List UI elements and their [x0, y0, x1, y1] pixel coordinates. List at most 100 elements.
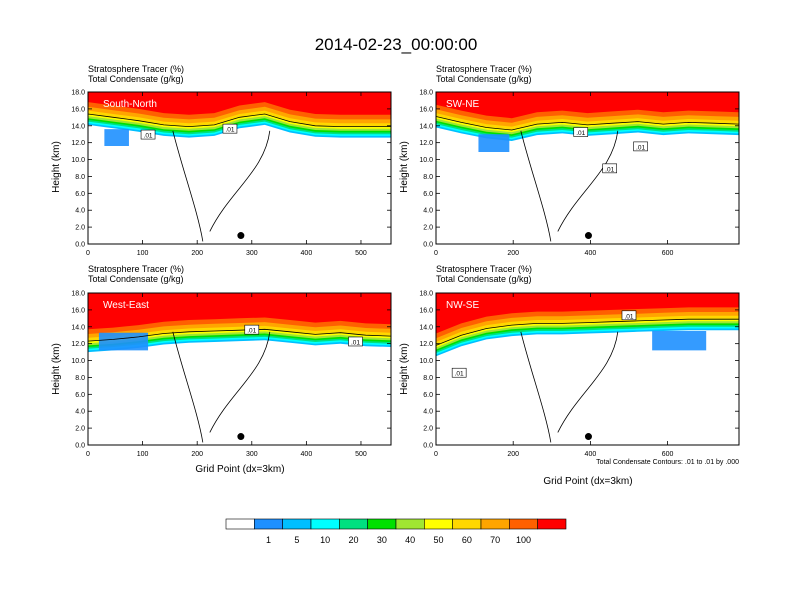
x-tick-label: 600 [662, 250, 674, 257]
x-tick-label: 100 [137, 451, 149, 458]
panel-sw-ne: Stratosphere Tracer (%) Total Condensate… [399, 64, 740, 257]
y-tick-label: 18.0 [419, 90, 433, 97]
contour-label-box [602, 163, 617, 174]
y-tick-label: 2.0 [423, 225, 433, 232]
contour-label: .01 [576, 130, 585, 137]
colorbar-label: 40 [405, 535, 415, 545]
x-tick-label: 600 [662, 451, 674, 458]
x-tick-label: 100 [137, 250, 149, 257]
colorbar-swatch [537, 518, 567, 530]
axes-frame [87, 91, 392, 245]
contour-label: .01 [225, 127, 234, 134]
y-tick-label: 6.0 [75, 392, 85, 399]
colorbar-label: 1 [266, 535, 271, 545]
contour-label-box [222, 123, 238, 134]
y-tick-label: 0.0 [423, 242, 433, 249]
y-tick-label: 0.0 [75, 242, 85, 249]
contour-label-box [348, 336, 363, 347]
colorbar-swatch [367, 518, 397, 530]
panel-west-east: Stratosphere Tracer (%) Total Condensate… [51, 264, 392, 475]
contour-label: .01 [624, 313, 633, 320]
x-tick-label: 0 [434, 451, 438, 458]
colorbar-swatch [395, 518, 425, 530]
panel-heading-tracer: Stratosphere Tracer (%) [436, 264, 532, 274]
colorbar-swatch [480, 518, 510, 530]
x-tick-label: 0 [86, 451, 90, 458]
y-tick-label: 8.0 [75, 375, 85, 382]
contour-label: .01 [605, 166, 614, 173]
y-tick-label: 6.0 [75, 191, 85, 198]
panel-south-north: Stratosphere Tracer (%) Total Condensate… [51, 64, 392, 257]
contour-label-box [244, 324, 260, 335]
location-marker [584, 232, 592, 240]
panel-heading-condensate: Total Condensate (g/kg) [88, 274, 184, 284]
x-axis-label: Grid Point (dx=3km) [543, 476, 632, 487]
colorbar-label: 60 [462, 535, 472, 545]
y-tick-label: 10.0 [419, 157, 433, 164]
contour-label-box [621, 310, 637, 321]
contour-label: .01 [636, 144, 645, 151]
panel-heading-condensate: Total Condensate (g/kg) [436, 74, 532, 84]
axes-frame [435, 292, 740, 446]
contour-label: .01 [455, 371, 464, 378]
condensate-contour [436, 116, 739, 131]
y-tick-label: 12.0 [419, 140, 433, 147]
y-tick-label: 10.0 [419, 358, 433, 365]
y-tick-label: 14.0 [71, 324, 85, 331]
x-tick-label: 200 [507, 250, 519, 257]
y-tick-label: 18.0 [419, 291, 433, 298]
y-tick-label: 12.0 [71, 341, 85, 348]
y-tick-label: 14.0 [419, 123, 433, 130]
x-tick-label: 400 [585, 250, 597, 257]
x-tick-label: 500 [355, 250, 367, 257]
tracer-blob [104, 129, 129, 147]
panel-heading-tracer: Stratosphere Tracer (%) [436, 64, 532, 74]
field-layer: .01 .01 [88, 92, 391, 244]
tracer-band [88, 92, 391, 115]
y-tick-label: 12.0 [419, 341, 433, 348]
y-axis-label: Height (km) [51, 141, 62, 193]
y-tick-label: 8.0 [423, 375, 433, 382]
x-tick-label: 0 [86, 250, 90, 257]
contour-label-box [451, 367, 467, 378]
axes-frame [87, 292, 392, 446]
contour-label: .01 [351, 339, 360, 346]
y-tick-label: 8.0 [75, 174, 85, 181]
tracer-blob [652, 331, 707, 351]
x-tick-label: 0 [434, 250, 438, 257]
y-tick-label: 4.0 [423, 208, 433, 215]
condensate-contour [520, 130, 619, 242]
tracer-band [88, 293, 391, 330]
colorbar: 1 5 10 20 30 40 50 60 70 100 [225, 518, 567, 545]
location-marker [237, 232, 245, 240]
y-tick-label: 0.0 [75, 443, 85, 450]
panel-label: NW-SE [446, 300, 479, 311]
colorbar-swatch [339, 518, 368, 530]
colorbar-swatch [254, 518, 283, 530]
x-tick-label: 300 [246, 250, 258, 257]
x-tick-label: 200 [191, 451, 203, 458]
y-axis-label: Height (km) [399, 343, 410, 395]
condensate-contour [88, 328, 391, 342]
y-tick-label: 2.0 [75, 225, 85, 232]
field-layer: .01 .01 [88, 293, 391, 445]
field-layer: .01 .01 .01 [436, 92, 739, 244]
plot-area: .01 .01 .01 0 200 400 600 0.0 2.0 4.0 6.0 8.0 10.0 12… [419, 90, 740, 257]
contour-label: .01 [247, 328, 256, 335]
colorbar-swatch [452, 518, 482, 530]
contour-label-box [633, 141, 648, 152]
contour-note: Total Condensate Contours: .01 to .01 by… [596, 459, 739, 466]
condensate-contour [172, 130, 271, 242]
panel-label: West-East [103, 300, 149, 311]
location-marker [584, 433, 592, 441]
y-axis-label: Height (km) [51, 343, 62, 395]
colorbar-label: 30 [377, 535, 387, 545]
panel-heading-condensate: Total Condensate (g/kg) [88, 74, 184, 84]
colorbar-swatch [225, 518, 255, 530]
colorbar-swatch [509, 518, 538, 530]
x-tick-label: 400 [301, 451, 313, 458]
condensate-contour [172, 331, 271, 443]
figure-title: 2014-02-23_00:00:00 [315, 35, 478, 54]
condensate-contour [436, 318, 739, 346]
y-tick-label: 6.0 [423, 191, 433, 198]
